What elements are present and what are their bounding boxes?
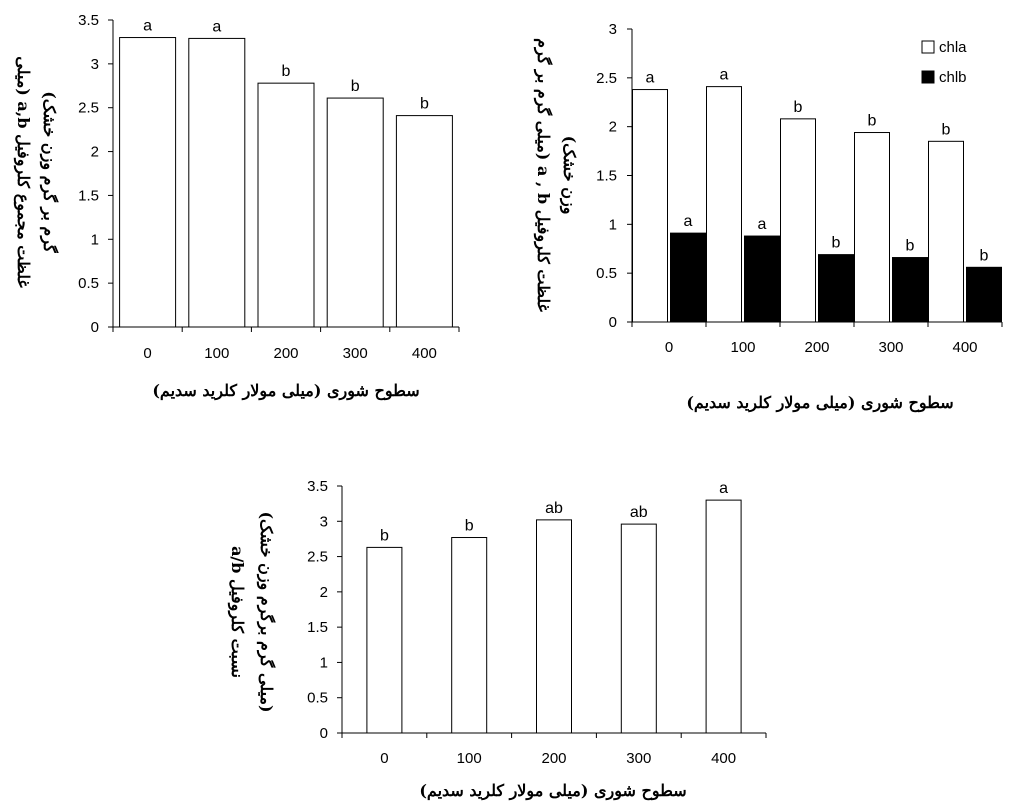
significance-label: b [380,527,389,544]
y-axis-title-line: نسبت کلروفیل a/b [227,546,247,678]
significance-label: b [794,99,803,116]
x-tick-label: 0 [665,339,673,356]
y-tick-label: 2 [609,119,617,136]
y-tick-label: 1.5 [78,187,99,204]
y-tick-label: 1 [91,231,99,248]
y-axis-title-line: غلظت کلروفیل a , b (میلی گرم بر گرم [533,38,553,312]
y-tick-label: 2 [320,584,328,601]
x-tick-label: 100 [457,750,482,767]
y-tick-label: 0.5 [78,275,99,292]
bar-chlb [966,266,1002,323]
significance-label: ab [630,504,648,521]
bar-chlb [670,232,706,323]
legend: chla chlb [921,39,967,86]
significance-label: b [980,247,989,264]
bar-chla [854,132,890,323]
legend-swatch-chla [921,40,935,54]
bar-chla [632,89,668,323]
y-tick-label: 3 [91,56,99,73]
y-tick-label: 1.5 [596,168,617,185]
y-axis-title: غلظت کلروفیل a , b (میلی گرم بر گرم وزن خ… [533,38,579,312]
chart-1: 0 0.5 1 1.5 2 2.5 3 3.5 0 100 200 300 400 a a b b b سطوح ش… [13,12,460,401]
bar-value [257,82,315,328]
x-tick-label: 0 [380,750,388,767]
significance-label: b [942,121,951,138]
y-tick-label: 1 [320,654,328,671]
bar-chlb [818,254,854,323]
bar-value [395,115,453,328]
y-axis-title: نسبت کلروفیل a/b (میلی گرم برگرم وزن خشک) [227,511,276,712]
y-tick-label: 3.5 [78,12,99,29]
y-axis-title: غلظت مجموع کلروفیل a,b (میلی گرم بر گرم و… [13,56,59,288]
x-tick-label: 100 [204,345,229,362]
x-tick-label: 300 [878,339,903,356]
x-axis-title: سطوح شوری (میلی مولار کلرید سدیم) [686,393,953,413]
chart-3: 0 0.5 1 1.5 2 2.5 3 3.5 0 100 200 300 400 b b ab ab a سطوح… [227,478,767,801]
significance-label: a [719,480,728,497]
significance-label: b [282,63,291,80]
x-tick-label: 400 [952,339,977,356]
y-tick-label: 0.5 [596,265,617,282]
significance-label: b [465,518,474,535]
legend-swatch-chlb [921,70,935,84]
legend-label-chlb: chlb [939,69,967,86]
bar-value [620,523,657,734]
y-tick-label: 0 [91,319,99,336]
bar-value [119,37,177,328]
y-tick-label: 2.5 [307,549,328,566]
significance-label: a [143,18,152,35]
x-tick-label: 100 [730,339,755,356]
significance-label: b [868,113,877,130]
y-tick-label: 3.5 [307,478,328,495]
y-tick-label: 3 [609,21,617,38]
significance-label: a [684,213,693,230]
significance-label: b [832,235,841,252]
x-tick-label: 200 [273,345,298,362]
x-tick-label: 200 [541,750,566,767]
y-axis-title-line: (میلی گرم برگرم وزن خشک) [256,511,276,712]
chart-2: 0 0.5 1 1.5 2 2.5 3 0 100 200 300 400 a a b b b a a b b b سطوح… [533,21,1003,413]
legend-label-chla: chla [939,39,967,56]
x-tick-label: 200 [804,339,829,356]
significance-label: b [420,96,429,113]
y-axis-title-line: وزن خشک) [559,136,579,215]
bar-chla [780,118,816,323]
bar-chlb [744,235,780,323]
bar-value [366,546,403,734]
x-tick-label: 400 [711,750,736,767]
significance-label: a [646,70,655,87]
x-axis-title: سطوح شوری (میلی مولار کلرید سدیم) [152,381,419,401]
y-tick-label: 2.5 [78,100,99,117]
y-tick-label: 2 [91,144,99,161]
bar-chla [928,140,964,323]
x-tick-label: 0 [143,345,151,362]
x-tick-label: 400 [412,345,437,362]
y-tick-label: 1.5 [307,619,328,636]
bar-chlb [892,257,928,323]
bar-value [188,37,246,328]
bar-value [451,537,488,734]
x-tick-label: 300 [626,750,651,767]
significance-label: b [351,78,360,95]
bar-value [705,499,742,734]
bar-value [326,97,384,328]
y-tick-label: 2.5 [596,70,617,87]
y-axis-title-line: غلظت مجموع کلروفیل a,b (میلی [13,56,33,288]
significance-label: a [720,67,729,84]
y-tick-label: 0 [320,725,328,742]
significance-label: b [906,238,915,255]
bar-chla [706,86,742,323]
x-tick-label: 300 [343,345,368,362]
x-axis-title: سطوح شوری (میلی مولار کلرید سدیم) [419,781,686,801]
y-tick-label: 3 [320,513,328,530]
y-tick-label: 1 [609,216,617,233]
bar-value [536,519,572,734]
significance-label: ab [545,500,563,517]
y-tick-label: 0.5 [307,690,328,707]
significance-label: a [758,216,767,233]
y-tick-label: 0 [609,314,617,331]
significance-label: a [212,18,221,35]
y-axis-title-line: گرم بر گرم وزن خشک) [39,91,59,253]
